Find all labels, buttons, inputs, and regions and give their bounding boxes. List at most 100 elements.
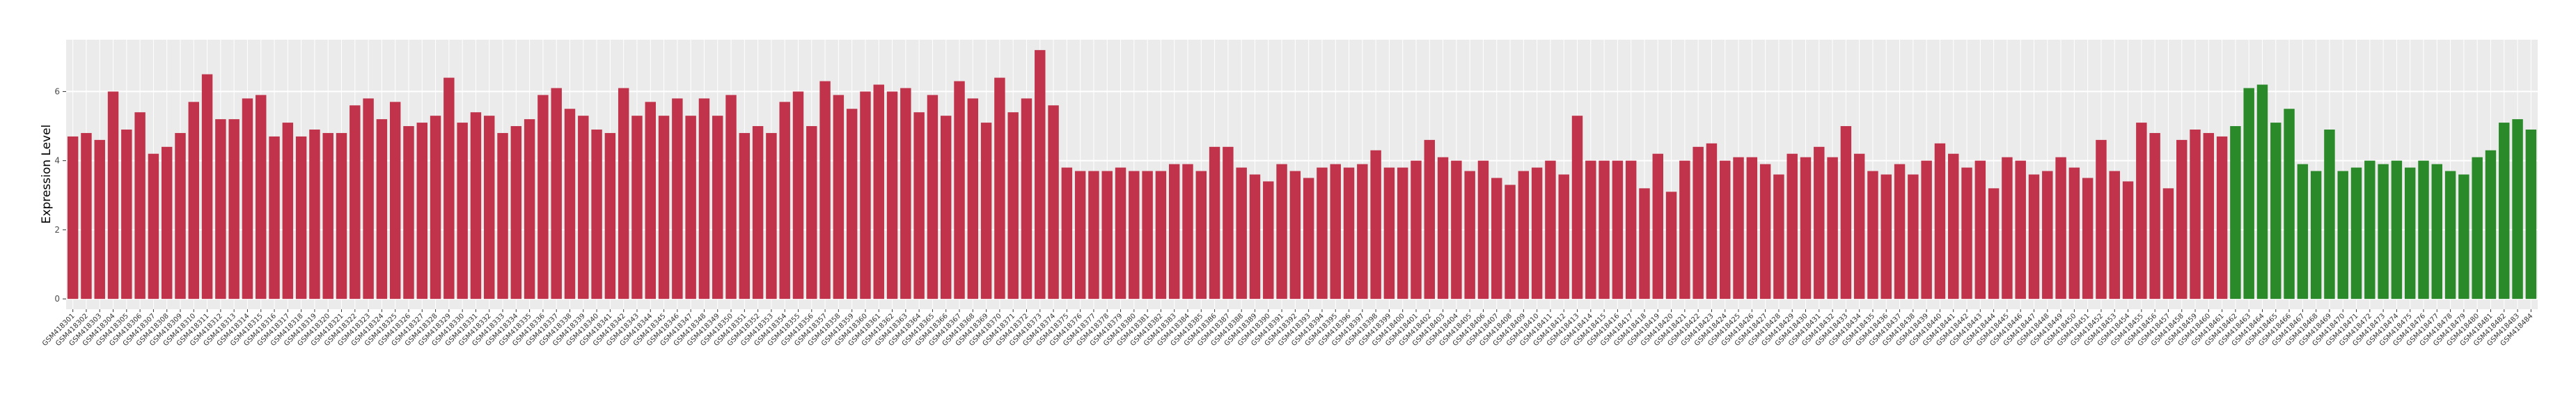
bar — [578, 116, 589, 300]
bar — [2256, 84, 2268, 300]
bar — [1424, 139, 1436, 300]
bar — [1746, 157, 1758, 300]
bar — [1733, 157, 1744, 300]
bar — [1974, 160, 1986, 300]
bar — [269, 136, 280, 300]
bar — [1303, 178, 1314, 300]
bar — [658, 116, 670, 300]
bar — [2525, 130, 2537, 300]
bar — [2512, 119, 2523, 300]
bar — [2270, 123, 2282, 300]
bar — [2350, 167, 2362, 300]
bar — [228, 119, 239, 300]
bar — [430, 116, 441, 300]
bar — [2028, 174, 2040, 300]
bar — [148, 153, 159, 300]
bar — [819, 81, 831, 300]
bar — [618, 88, 629, 300]
bar — [350, 105, 361, 300]
bar — [900, 88, 911, 300]
bar — [712, 116, 723, 300]
bar — [470, 112, 482, 300]
bar — [1035, 49, 1046, 300]
bar — [1934, 143, 1946, 300]
bar — [1451, 160, 1462, 300]
bar — [739, 132, 751, 300]
bar — [1383, 167, 1395, 300]
bar — [2284, 109, 2295, 300]
bar — [1142, 171, 1153, 300]
bar — [1679, 160, 1690, 300]
bar — [363, 98, 374, 300]
bar — [806, 126, 817, 300]
bar — [1289, 171, 1301, 300]
bar — [2176, 139, 2188, 300]
bar — [1558, 174, 1569, 300]
bar — [322, 132, 333, 300]
bar — [484, 116, 495, 300]
bar — [309, 130, 320, 300]
bar — [336, 132, 347, 300]
bar — [1599, 160, 1610, 300]
bar — [1773, 174, 1784, 300]
bar — [1840, 126, 1852, 300]
bar — [1115, 167, 1126, 300]
bar — [1437, 157, 1449, 300]
bar — [1330, 164, 1341, 300]
bar — [1894, 164, 1906, 300]
bar — [860, 91, 871, 300]
bar — [1921, 160, 1932, 300]
bar — [2243, 88, 2254, 300]
bar — [2068, 167, 2080, 300]
bar — [604, 132, 616, 300]
bar — [2324, 130, 2335, 300]
bar — [752, 126, 764, 300]
bar — [672, 98, 683, 300]
bar — [389, 102, 401, 300]
bar — [833, 95, 845, 300]
bar — [1357, 164, 1368, 300]
bar — [510, 126, 522, 300]
bar — [81, 132, 92, 300]
bar — [457, 123, 468, 300]
bar — [1827, 157, 1838, 300]
bar — [1625, 160, 1637, 300]
bar — [295, 136, 307, 300]
bar — [913, 112, 925, 300]
bar — [846, 109, 858, 300]
bar — [1276, 164, 1287, 300]
y-tick-label: 4 — [54, 156, 60, 166]
bar — [1585, 160, 1596, 300]
bar — [2458, 174, 2469, 300]
bar — [2444, 171, 2456, 300]
bar — [1652, 153, 1663, 300]
bar — [631, 116, 643, 300]
bar — [1545, 160, 1556, 300]
bar — [201, 74, 213, 300]
bar — [242, 98, 253, 300]
bar — [2485, 150, 2497, 300]
bar — [2310, 171, 2322, 300]
bar — [1639, 188, 1650, 300]
bar — [1007, 112, 1019, 300]
bar — [524, 119, 535, 300]
bar — [1074, 171, 1086, 300]
bar — [873, 84, 884, 300]
y-tick-label: 6 — [54, 86, 60, 96]
bar — [954, 81, 965, 300]
bar — [256, 95, 267, 300]
bar — [1048, 105, 1059, 300]
bar — [2082, 178, 2094, 300]
bar — [1129, 171, 1140, 300]
bar — [2472, 157, 2483, 300]
bar — [1505, 185, 1516, 300]
bar — [1491, 178, 1502, 300]
bar — [1853, 153, 1865, 300]
bar — [2109, 171, 2120, 300]
y-tick-label: 0 — [54, 294, 60, 304]
bar — [927, 95, 938, 300]
bar — [766, 132, 777, 300]
bar — [551, 88, 562, 300]
bar — [1988, 188, 2000, 300]
bar — [175, 132, 186, 300]
